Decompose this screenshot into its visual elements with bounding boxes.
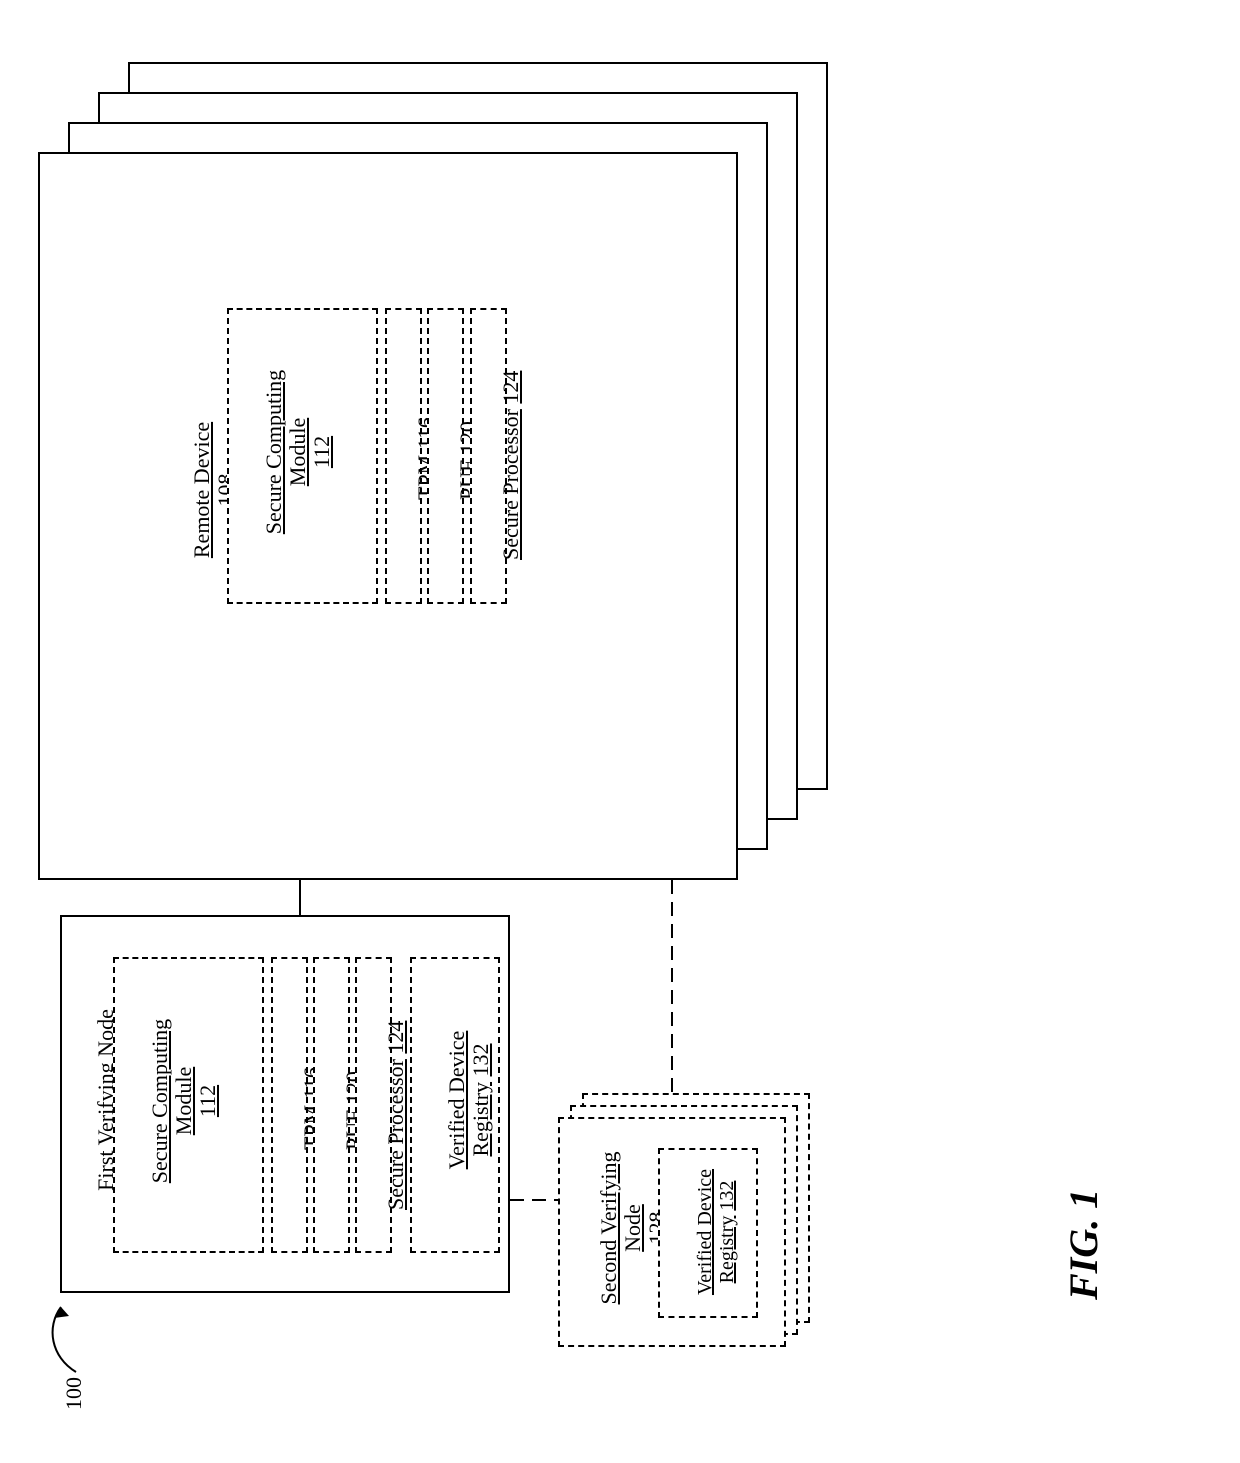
first-scm-label: Secure Computing Module 112 [148,961,221,1241]
ref-arrow-icon [36,1302,96,1382]
first-sp-label: Secure Processor 124 [384,1021,408,1210]
remote-sp-label: Secure Processor 124 [499,371,523,560]
figure-label: FIG. 1 [1060,1189,1107,1300]
first-vdr-label: Verified Device Registry 132 [445,970,493,1230]
diagram-canvas: FIG. 1 100 Remote Device 108 Secure Comp… [0,0,1240,1463]
second-vdr-label: Verified Device Registry 132 [694,1152,738,1312]
remote-scm-label: Secure Computing Module 112 [262,312,335,592]
